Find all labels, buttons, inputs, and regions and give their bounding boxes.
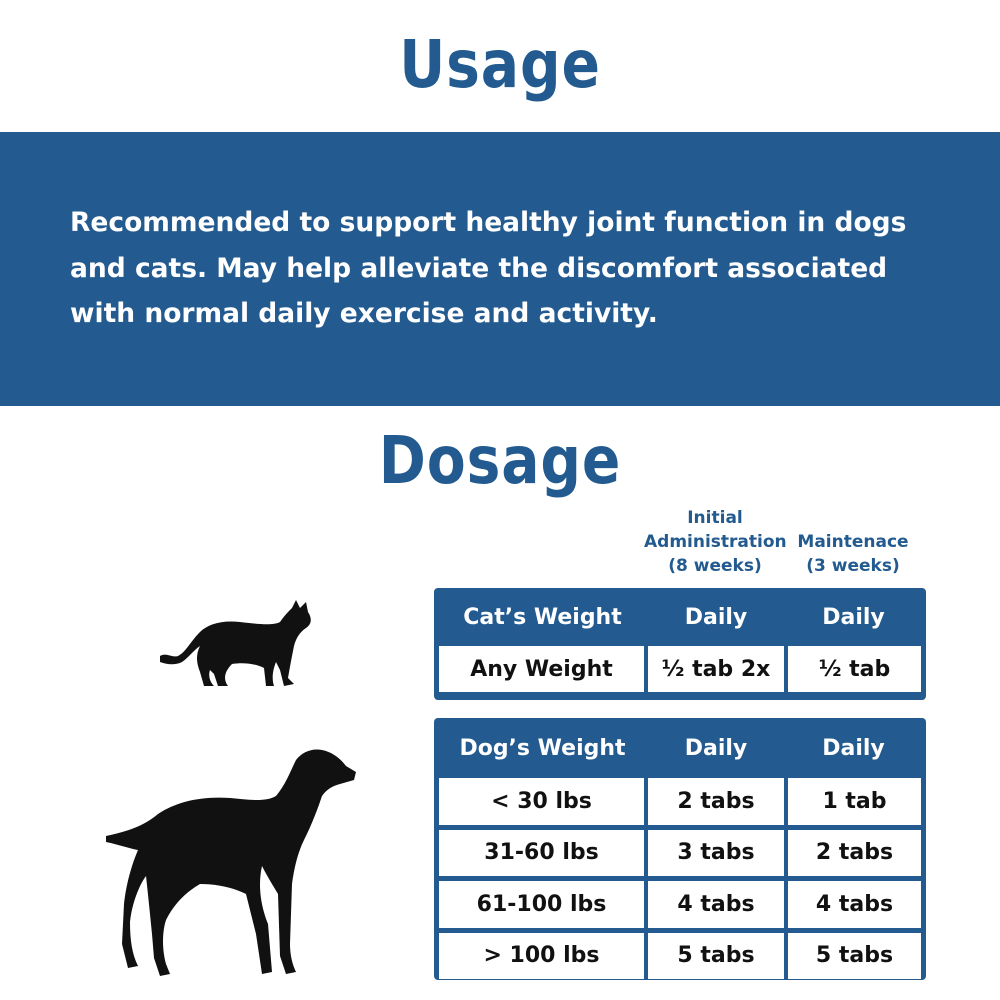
weight-cell: 31-60 lbs <box>439 829 644 876</box>
maintenance-header: Maintenace (3 weeks) <box>786 530 920 578</box>
usage-band <box>0 132 1000 406</box>
maintenance-dose-cell: 4 tabs <box>788 881 921 928</box>
initial-header-line: Administration <box>644 532 787 552</box>
usage-description: Recommended to support healthy joint fun… <box>70 207 907 329</box>
weight-cell: 61-100 lbs <box>439 881 644 928</box>
initial-header-line: (8 weeks) <box>668 556 762 576</box>
maintenance-dose-cell: 2 tabs <box>788 829 921 876</box>
weight-cell: > 100 lbs <box>439 932 644 979</box>
initial-dose-cell: ½ tab 2x <box>648 646 784 692</box>
initial-administration-header: Initial Administration (8 weeks) <box>644 506 787 578</box>
initial-dose-cell: 3 tabs <box>648 829 784 876</box>
dog-table-header-row: Dog’s Weight Daily Daily <box>439 718 921 778</box>
usage-title: Usage <box>399 26 601 103</box>
table-row: Any Weight ½ tab 2x ½ tab <box>439 646 921 692</box>
dog-maintenance-daily-header: Daily <box>822 735 885 761</box>
dosage-title: Dosage <box>378 422 622 499</box>
cat-silhouette-icon <box>160 600 311 686</box>
dog-initial-daily-header: Daily <box>684 735 748 761</box>
weight-cell: < 30 lbs <box>439 778 644 825</box>
initial-dose-cell: 2 tabs <box>648 778 784 825</box>
maintenance-header-line: Maintenace <box>797 532 909 552</box>
table-row: < 30 lbs 2 tabs 1 tab <box>439 778 921 825</box>
table-row: 31-60 lbs 3 tabs 2 tabs <box>439 829 921 876</box>
initial-dose-cell: 4 tabs <box>648 881 784 928</box>
cat-table-header-row: Cat’s Weight Daily Daily <box>439 588 921 646</box>
cat-dosage-table: Cat’s Weight Daily Daily Any Weight ½ ta… <box>434 588 926 700</box>
table-row: > 100 lbs 5 tabs 5 tabs <box>439 932 921 979</box>
weight-cell: Any Weight <box>439 646 644 692</box>
cat-weight-header: Cat’s Weight <box>463 604 622 630</box>
dog-dosage-table: Dog’s Weight Daily Daily < 30 lbs 2 tabs… <box>434 718 926 980</box>
table-row: 61-100 lbs 4 tabs 4 tabs <box>439 881 921 928</box>
maintenance-header-line: (3 weeks) <box>806 556 900 576</box>
cat-maintenance-daily-header: Daily <box>822 604 885 630</box>
cat-initial-daily-header: Daily <box>684 604 748 630</box>
maintenance-dose-cell: 5 tabs <box>788 932 921 979</box>
maintenance-dose-cell: 1 tab <box>788 778 921 825</box>
maintenance-dose-cell: ½ tab <box>788 646 921 692</box>
initial-header-line: Initial <box>687 508 743 528</box>
dog-silhouette-icon <box>106 749 356 976</box>
initial-dose-cell: 5 tabs <box>648 932 784 979</box>
dog-weight-header: Dog’s Weight <box>459 735 626 761</box>
